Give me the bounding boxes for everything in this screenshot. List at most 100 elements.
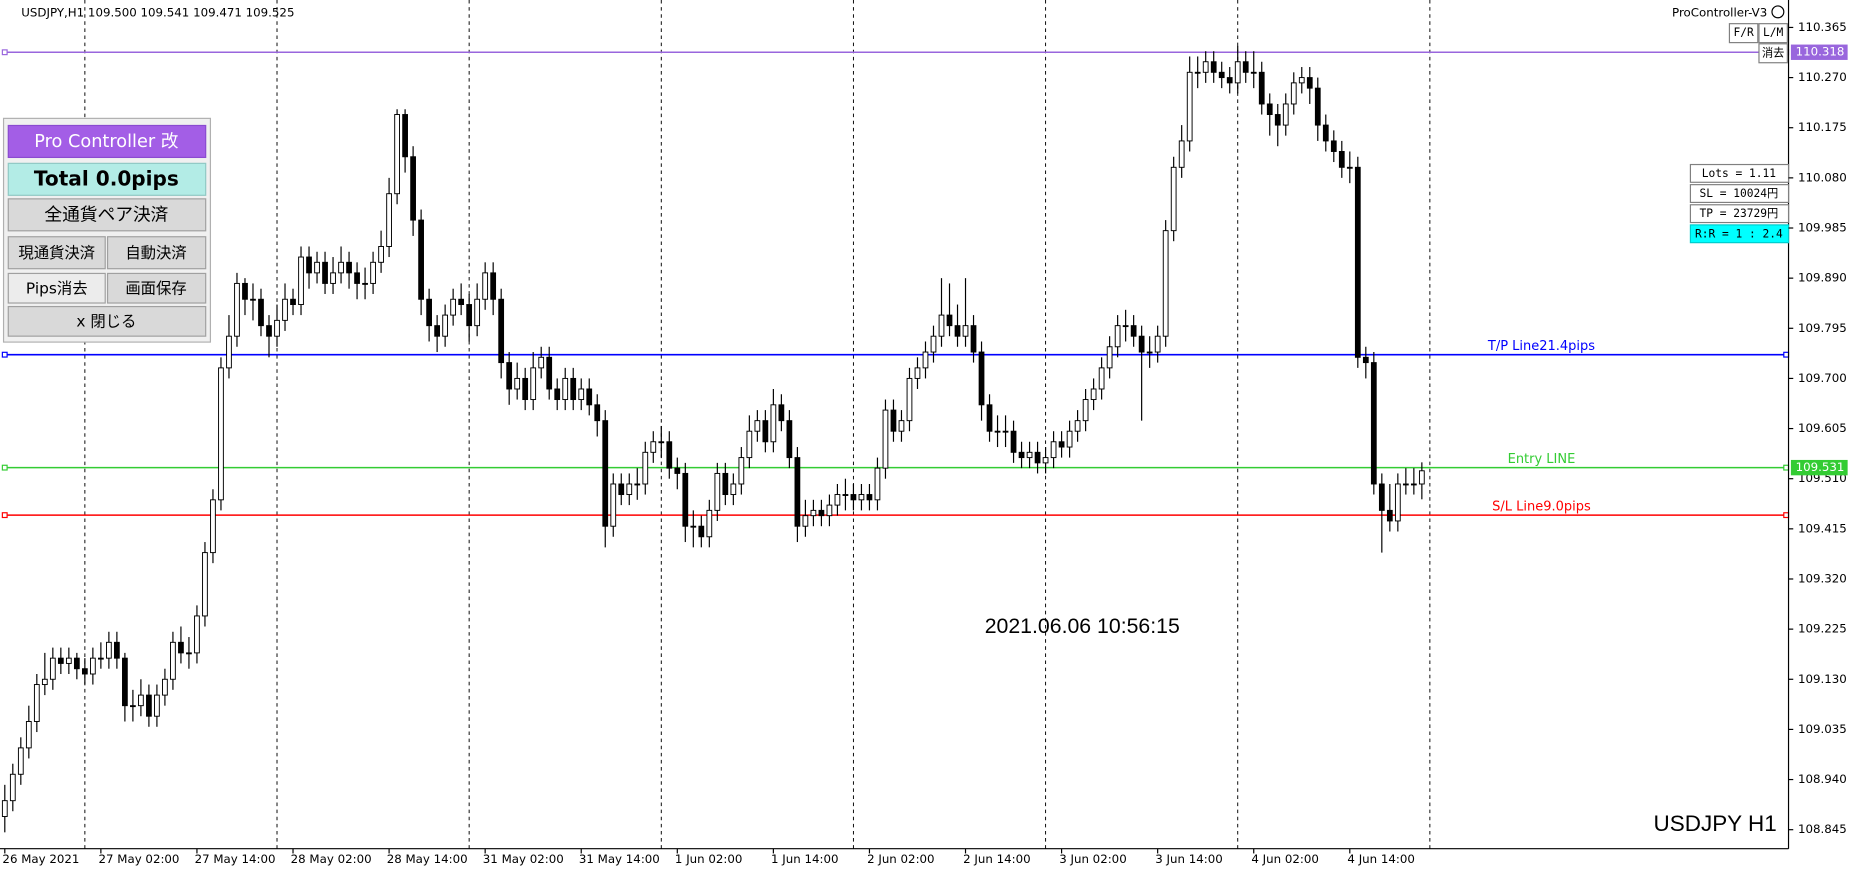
candle-body — [554, 388, 561, 401]
candle-body — [65, 657, 72, 664]
candle-body — [826, 504, 833, 517]
price-label-box — [1790, 459, 1848, 476]
x-tick-label: 27 May 02:00 — [99, 852, 180, 866]
candle-body — [458, 298, 465, 306]
candle-body — [466, 304, 473, 327]
candle-body — [626, 483, 633, 496]
candle-body — [1138, 335, 1145, 353]
x-tick-label: 3 Jun 02:00 — [1059, 852, 1126, 866]
close-current-button[interactable] — [7, 236, 106, 270]
candle-body — [866, 494, 873, 501]
line-handle — [1783, 464, 1790, 471]
candle-body — [890, 409, 897, 432]
candle-body — [370, 261, 376, 284]
clear-pips-label: Pips消去 — [26, 279, 88, 297]
y-tick-label: 109.415 — [1798, 521, 1847, 535]
candle-body — [962, 325, 969, 337]
candle-body — [1042, 457, 1049, 464]
candle-body — [1146, 351, 1153, 354]
fr-button[interactable] — [1728, 23, 1759, 44]
candle-body — [1082, 399, 1089, 422]
candle-body — [378, 246, 384, 263]
candle-body — [81, 668, 88, 675]
lm-button[interactable] — [1758, 23, 1788, 44]
toolbar: ProController-V3 F/R L/M 消去 — [1672, 5, 1788, 64]
panel-title-button[interactable] — [7, 124, 207, 159]
candle-body — [530, 367, 537, 401]
timestamp: 2021.06.06 10:56:15 — [985, 614, 1180, 638]
candle-body — [586, 388, 593, 406]
candle-body — [170, 641, 176, 680]
candle-body — [1130, 325, 1137, 337]
candle-body — [1002, 430, 1009, 433]
candle-body — [674, 467, 681, 474]
y-tick-label: 109.605 — [1798, 421, 1847, 435]
candle-body — [1250, 71, 1257, 74]
candle-body — [618, 483, 625, 496]
candle-body — [1162, 230, 1169, 337]
candle-body — [1346, 166, 1353, 169]
candle-body — [954, 325, 961, 337]
candle-body — [594, 404, 601, 422]
x-tick-label: 2 Jun 02:00 — [867, 852, 934, 866]
toolbar-icon[interactable] — [1771, 5, 1785, 19]
save-screen-button[interactable] — [106, 272, 207, 304]
candle-body — [746, 430, 753, 459]
candle-body — [538, 356, 545, 369]
candle-body — [802, 515, 809, 527]
y-tick-label: 108.845 — [1798, 822, 1847, 836]
candle-body — [1306, 77, 1313, 89]
candle-body — [738, 457, 745, 485]
x-tick-label: 2 Jun 14:00 — [963, 852, 1030, 866]
y-tick-label: 109.985 — [1798, 221, 1847, 235]
clear-button[interactable] — [1758, 43, 1788, 64]
candle-body — [1258, 71, 1265, 105]
save-screen-label: 画面保存 — [125, 279, 186, 297]
auto-close-button[interactable] — [106, 236, 207, 270]
candle-body — [426, 298, 432, 327]
toolbar-title: ProController-V3 — [1672, 6, 1767, 20]
controller-panel: Pro Controller 改 Total 0.0pips 全通貨ペア決済 現… — [2, 117, 212, 343]
x-tick-label: 1 Jun 14:00 — [771, 852, 838, 866]
candle-body — [89, 657, 96, 675]
candle-body — [210, 499, 216, 554]
candle-body — [234, 282, 240, 337]
total-box — [7, 162, 207, 196]
candle-body — [442, 314, 449, 337]
candle-body — [290, 298, 296, 306]
candle-body — [98, 657, 104, 660]
watermark: USDJPY H1 — [1654, 811, 1777, 836]
candle-body — [1194, 71, 1201, 74]
candle-body — [338, 261, 344, 274]
candle-body — [146, 694, 152, 717]
candle-body — [73, 657, 80, 670]
candle-body — [610, 483, 617, 527]
candle-body — [874, 467, 881, 501]
plot-area: T/P Line21.4pips Entry LINE S/L Line9.0pip… — [1, 0, 1790, 849]
clear-pips-button[interactable] — [7, 272, 106, 304]
candle-body — [1314, 87, 1321, 126]
candle-body — [1010, 430, 1017, 453]
candle-body — [722, 472, 729, 496]
y-tick-label: 109.225 — [1798, 622, 1847, 636]
candle-body — [578, 388, 585, 401]
sl-box — [1689, 184, 1790, 203]
price-line-label: S/L Line9.0pips — [1492, 499, 1591, 514]
close-panel-button[interactable] — [7, 305, 207, 337]
clear-label: 消去 — [1762, 45, 1784, 59]
price-label: 109.531 — [1796, 460, 1845, 474]
candle-body — [1058, 441, 1065, 448]
candle-body — [57, 657, 64, 664]
candle-body — [842, 494, 849, 496]
candle-body — [298, 256, 304, 306]
candle-body — [474, 298, 481, 327]
candle-body — [642, 451, 649, 485]
candle-body — [754, 420, 761, 432]
candle-body — [25, 721, 32, 749]
candle-body — [314, 261, 320, 274]
x-tick-label: 28 May 02:00 — [291, 852, 372, 866]
close-all-button[interactable] — [7, 198, 207, 232]
candle-body — [1418, 470, 1425, 485]
candle-body — [162, 678, 168, 696]
candle-body — [690, 525, 697, 528]
